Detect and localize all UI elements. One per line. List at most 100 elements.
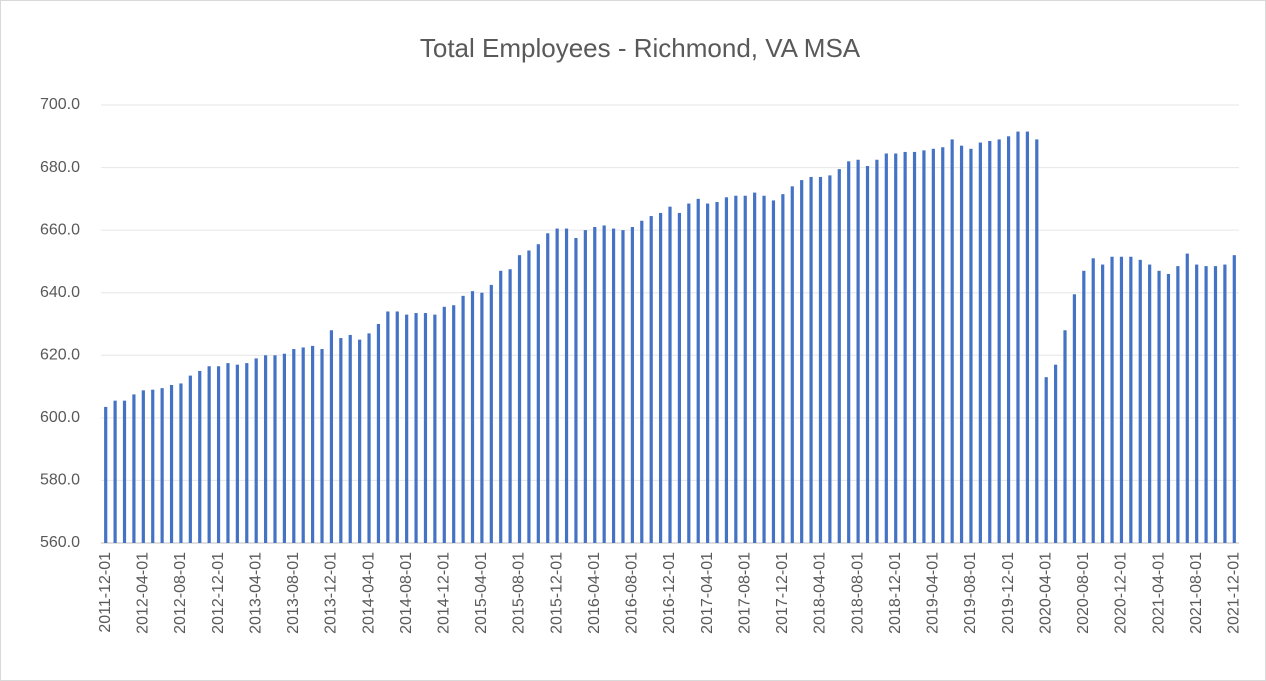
y-tick-label: 560.0 xyxy=(40,534,80,551)
bar xyxy=(997,139,1001,543)
bar xyxy=(809,176,813,543)
bar xyxy=(1110,256,1114,543)
bar xyxy=(640,220,644,543)
x-tick-label: 2018-08-01 xyxy=(849,552,866,634)
bar xyxy=(583,230,587,543)
bar xyxy=(687,203,691,544)
bar xyxy=(508,269,512,543)
bar xyxy=(988,140,992,543)
bar xyxy=(1185,253,1189,543)
bar xyxy=(198,370,202,543)
bar xyxy=(1025,131,1029,544)
bar xyxy=(367,333,371,543)
x-tick-label: 2016-08-01 xyxy=(624,552,641,634)
bar xyxy=(376,324,381,543)
bar xyxy=(433,314,437,543)
bar xyxy=(1006,136,1011,544)
x-tick-label: 2015-04-01 xyxy=(473,552,490,634)
bar xyxy=(1232,255,1236,543)
x-tick-label: 2013-04-01 xyxy=(247,552,264,634)
bar xyxy=(837,169,841,543)
bar xyxy=(865,166,870,543)
y-tick-label: 620.0 xyxy=(40,347,80,364)
x-tick-label: 2015-08-01 xyxy=(511,552,528,634)
bar xyxy=(602,225,606,543)
bar xyxy=(1129,256,1133,543)
bar xyxy=(630,227,634,543)
bar xyxy=(593,227,597,543)
bar xyxy=(169,385,174,543)
bar xyxy=(1204,266,1208,543)
bar xyxy=(856,159,860,543)
bar xyxy=(959,145,964,543)
bar xyxy=(771,200,776,543)
bar xyxy=(706,203,710,544)
y-tick-label: 680.0 xyxy=(40,159,80,176)
bar xyxy=(282,353,286,543)
bar xyxy=(828,175,832,543)
bar xyxy=(339,338,343,543)
bar xyxy=(734,195,738,543)
bar xyxy=(912,151,917,543)
x-tick-label: 2013-08-01 xyxy=(285,552,302,634)
bar xyxy=(461,295,465,543)
x-tick-label: 2016-12-01 xyxy=(661,552,678,634)
bar xyxy=(922,150,926,543)
bar xyxy=(329,330,334,543)
bar xyxy=(611,228,616,544)
bar xyxy=(104,406,108,543)
x-tick-label: 2012-12-01 xyxy=(210,552,227,634)
bar xyxy=(1072,294,1077,543)
bar xyxy=(724,197,729,544)
bar xyxy=(395,311,399,543)
bar xyxy=(273,355,277,543)
bar xyxy=(781,194,785,543)
bar xyxy=(1195,264,1199,543)
x-tick-label: 2021-08-01 xyxy=(1188,552,1205,634)
bar xyxy=(753,192,757,543)
y-tick-label: 660.0 xyxy=(40,221,80,238)
bar xyxy=(696,198,700,543)
bar xyxy=(160,388,164,543)
bar xyxy=(1138,259,1142,543)
bar xyxy=(677,212,682,543)
bar xyxy=(1166,273,1171,543)
chart-title: Total Employees - Richmond, VA MSA xyxy=(420,33,861,63)
x-tick-label: 2020-12-01 xyxy=(1113,552,1130,634)
bar xyxy=(452,305,456,543)
bar xyxy=(658,212,663,543)
bar xyxy=(1176,266,1180,543)
bar xyxy=(1119,256,1124,543)
x-tick-label: 2014-04-01 xyxy=(360,552,377,634)
bar xyxy=(499,270,503,543)
x-tick-label: 2011-12-01 xyxy=(97,552,114,633)
bar xyxy=(1054,364,1058,543)
y-tick-label: 580.0 xyxy=(40,472,80,489)
bar xyxy=(423,313,428,543)
bar xyxy=(311,345,315,543)
x-tick-label: 2015-12-01 xyxy=(548,552,565,634)
bar xyxy=(875,159,879,543)
bar xyxy=(668,206,672,543)
x-tick-label: 2013-12-01 xyxy=(323,552,340,634)
bar xyxy=(762,195,766,543)
bar xyxy=(536,244,540,543)
bar xyxy=(414,313,418,543)
bar xyxy=(292,349,296,543)
x-tick-label: 2017-12-01 xyxy=(774,552,791,634)
bar xyxy=(1213,266,1218,543)
bar xyxy=(894,153,898,543)
bar xyxy=(818,176,823,543)
bar xyxy=(320,349,324,543)
bar xyxy=(113,400,117,543)
x-tick-label: 2019-12-01 xyxy=(1000,552,1017,634)
bar xyxy=(1091,258,1095,543)
bar xyxy=(254,358,258,543)
bar xyxy=(1082,270,1086,543)
bar xyxy=(790,186,794,544)
x-tick-label: 2016-04-01 xyxy=(586,552,603,634)
bar xyxy=(489,284,493,543)
bar xyxy=(188,375,192,543)
